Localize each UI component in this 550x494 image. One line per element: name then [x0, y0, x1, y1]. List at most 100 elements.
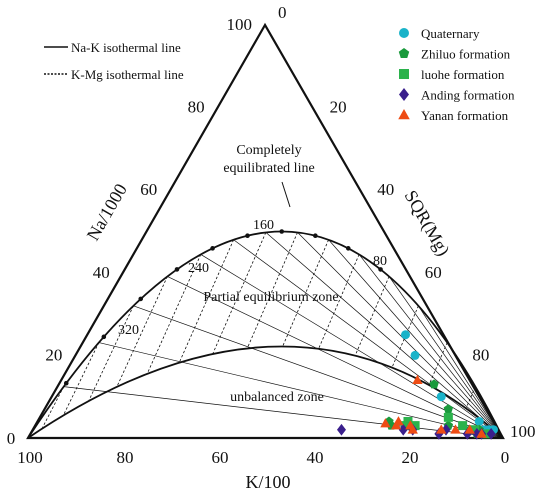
- left-axis-title: Na/1000: [83, 180, 131, 244]
- curve-dot: [138, 296, 144, 302]
- partial-equilibrium-zone-label: Partial equilibrium zone: [203, 290, 338, 305]
- data-point: [412, 374, 423, 385]
- legend-marker: [398, 109, 410, 120]
- right-tick-label: 20: [330, 98, 347, 117]
- legend-label: Quaternary: [421, 26, 480, 41]
- data-point: [403, 416, 413, 426]
- legend-marker: [399, 28, 409, 38]
- left-tick-label: 40: [93, 263, 110, 282]
- temperature-label: 160: [253, 218, 274, 233]
- curve-dot: [63, 380, 69, 386]
- temperature-label: 320: [118, 323, 139, 338]
- data-point: [481, 429, 491, 439]
- na-k-isothermal-line: [328, 239, 504, 439]
- diagram-lines: [27, 181, 504, 439]
- curve-dot: [245, 233, 250, 239]
- unbalanced-zone-label: unbalanced zone: [230, 390, 324, 405]
- legend: Na-K isothermal line K-Mg isothermal line…: [44, 26, 515, 123]
- data-point: [429, 379, 439, 389]
- right-axis-title: SQR(Mg): [400, 187, 454, 260]
- legend-label: Zhiluo formation: [421, 47, 511, 62]
- left-tick-label: 0: [7, 429, 16, 448]
- na-k-isothermal-line: [98, 342, 504, 439]
- k-mg-isothermal-line: [282, 239, 329, 347]
- line-legend-label: Na-K isothermal line: [71, 40, 181, 55]
- bottom-tick-label: 100: [17, 448, 43, 467]
- triangle-outline: [26, 22, 505, 440]
- data-point: [393, 416, 404, 426]
- na-k-isothermal-line: [388, 276, 504, 439]
- curve-dot: [174, 267, 180, 272]
- right-tick-label: 0: [278, 3, 287, 22]
- data-points: [336, 330, 498, 440]
- data-point: [410, 421, 420, 431]
- legend-marker: [398, 48, 410, 58]
- na-k-isothermal-line: [265, 232, 504, 439]
- data-point: [443, 412, 453, 422]
- legend-label: luohe formation: [421, 67, 505, 82]
- curve-dot: [279, 229, 285, 234]
- data-point: [398, 423, 408, 436]
- data-point: [336, 423, 346, 436]
- curve-dot: [313, 233, 318, 239]
- left-tick-label: 100: [227, 15, 253, 34]
- data-point: [474, 416, 484, 426]
- curve-dot: [345, 246, 351, 251]
- legend-label: Yanan formation: [421, 108, 509, 123]
- k-mg-isothermal-line: [246, 232, 298, 349]
- left-tick-label: 80: [188, 98, 205, 117]
- legend-marker: [399, 88, 409, 101]
- data-point: [405, 420, 416, 430]
- k-mg-isothermal-line: [116, 276, 168, 388]
- k-mg-isothermal-line: [88, 305, 134, 402]
- na-k-isothermal-line: [358, 254, 504, 439]
- k-mg-isothermal-line: [428, 342, 448, 386]
- right-tick-label: 100: [510, 422, 536, 441]
- bottom-tick-label: 80: [117, 448, 134, 467]
- na-k-isothermal-line: [63, 386, 504, 439]
- data-point: [469, 425, 479, 435]
- bottom-tick-label: 40: [307, 448, 324, 467]
- legend-label: Anding formation: [421, 88, 515, 103]
- data-point: [380, 418, 391, 428]
- data-point: [450, 424, 461, 434]
- data-point: [441, 423, 451, 436]
- right-tick-label: 60: [425, 263, 442, 282]
- k-mg-isothermal-line: [146, 254, 202, 374]
- data-point: [464, 424, 475, 434]
- data-point: [436, 424, 447, 434]
- bottom-axis-title: K/100: [246, 472, 291, 492]
- curve-dot: [378, 267, 383, 272]
- data-point: [401, 330, 410, 340]
- curve-dot: [101, 334, 107, 340]
- k-mg-isothermal-line: [62, 342, 100, 416]
- temperature-label: 80: [373, 254, 387, 269]
- k-mg-isothermal-line: [354, 276, 390, 356]
- k-mg-isothermal-line: [465, 386, 476, 409]
- data-point: [443, 404, 454, 414]
- na-k-isothermal-line: [418, 305, 504, 439]
- bottom-tick-label: 20: [402, 448, 419, 467]
- k-mg-isothermal-line: [41, 386, 65, 429]
- equilibrated-line-label: equilibrated line: [223, 161, 314, 176]
- data-point: [436, 392, 446, 402]
- na-k-isothermal-line: [233, 239, 504, 439]
- ternary-triangle: [26, 22, 505, 440]
- data-point: [476, 428, 487, 438]
- equilibrated-line-label: Completely: [236, 143, 301, 158]
- temperature-label: 240: [188, 261, 209, 276]
- label-pointer: [281, 181, 291, 208]
- data-point: [410, 350, 420, 360]
- curve-dot: [210, 246, 215, 251]
- legend-marker: [399, 69, 409, 79]
- left-tick-label: 20: [45, 345, 62, 364]
- na-k-isothermal-line: [297, 232, 504, 439]
- bottom-tick-label: 60: [212, 448, 229, 467]
- bottom-tick-label: 0: [501, 448, 510, 467]
- line-legend-label: K-Mg isothermal line: [71, 67, 184, 82]
- right-tick-label: 80: [472, 345, 489, 364]
- right-tick-label: 40: [377, 180, 394, 199]
- data-point: [486, 428, 496, 440]
- k-mg-isothermal-line: [318, 254, 360, 349]
